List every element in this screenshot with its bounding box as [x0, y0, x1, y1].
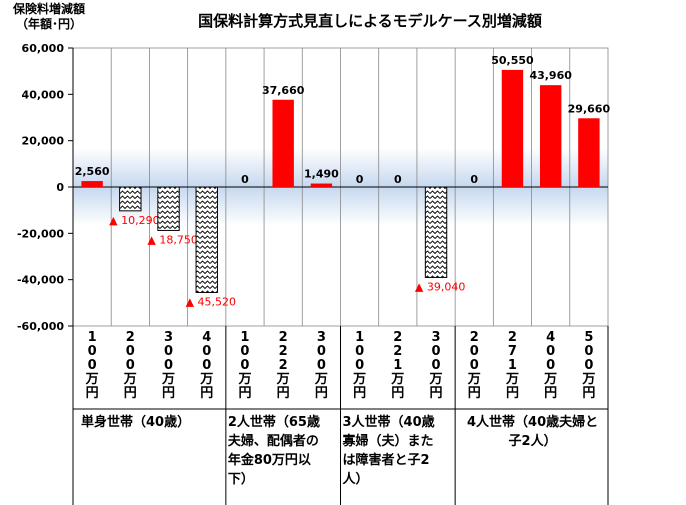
bar: [539, 85, 562, 187]
data-label: 1,490: [304, 168, 339, 181]
data-label: 37,660: [262, 84, 305, 97]
group-label-line: 4人世帯（40歳夫婦と: [466, 415, 599, 430]
data-label: 2,560: [75, 165, 110, 178]
y-tick-label: 40,000: [22, 88, 65, 101]
group-label-line: 人）: [342, 472, 369, 487]
category-label: 2 0 0 万 円: [467, 330, 481, 401]
group-label-line: 下）: [227, 472, 254, 487]
group-label-line: 子2人）: [508, 434, 557, 449]
category-label: 2 2 1 万 円: [391, 330, 405, 401]
y-axis-title-line-1: 保険料増減額: [12, 2, 85, 16]
category-label: 4 0 0 万 円: [544, 330, 558, 401]
data-label: ▲ 39,040: [415, 280, 465, 293]
data-label: 0: [241, 173, 249, 186]
category-label: 1 0 0 万 円: [85, 330, 99, 401]
group-label-line: 寡婦（夫）また: [342, 434, 434, 449]
bar: [81, 181, 103, 187]
category-label: 2 2 2 万 円: [276, 330, 290, 401]
data-label: 43,960: [529, 69, 572, 82]
bar: [501, 69, 524, 187]
bar: [424, 186, 448, 278]
group-label-line: 3人世帯（40歳: [342, 415, 435, 430]
category-label: 4 0 0 万 円: [200, 330, 214, 401]
bar: [272, 99, 294, 187]
y-axis-title-line-2: （年額･円）: [15, 17, 82, 31]
y-axis-title: 保険料増減額 （年額･円）: [4, 2, 94, 32]
bar: [195, 186, 218, 293]
chart-title: 国保料計算方式見直しによるモデルケース別増減額: [198, 12, 542, 30]
data-label: 0: [470, 173, 478, 186]
y-tick-label: -20,000: [17, 227, 64, 240]
group-label: 3人世帯（40歳 寡婦（夫）また は障害者と子2 人）: [343, 413, 456, 489]
bar: [310, 183, 333, 187]
category-label: 1 0 0 万 円: [238, 330, 252, 401]
group-label-line: は障害者と子2: [342, 453, 430, 468]
data-label: 29,660: [568, 102, 611, 115]
data-label: 0: [394, 173, 402, 186]
category-label: 3 0 0 万 円: [429, 330, 443, 401]
category-label: 3 0 0 万 円: [314, 330, 328, 401]
y-tick-label: -60,000: [17, 320, 64, 333]
category-label: 2 7 1 万 円: [505, 330, 519, 401]
data-label: 50,550: [491, 54, 534, 67]
bar: [578, 118, 600, 187]
data-label: 0: [356, 173, 364, 186]
category-label: 3 0 0 万 円: [162, 330, 176, 401]
y-tick-label: 0: [56, 181, 64, 194]
y-tick-label: 60,000: [22, 42, 65, 55]
y-tick-label: 20,000: [22, 135, 65, 148]
y-tick-label: -40,000: [17, 274, 64, 287]
group-label: 4人世帯（40歳夫婦と 子2人）: [457, 413, 608, 451]
data-label: ▲ 45,520: [186, 295, 236, 308]
group-label-line: 年金80万円以: [227, 453, 311, 468]
group-label: 2人世帯（65歳 夫婦、配偶者の 年金80万円以 下）: [228, 413, 341, 489]
bar: [119, 186, 142, 212]
bar: [157, 186, 180, 231]
category-label: 1 0 0 万 円: [353, 330, 367, 401]
group-label-line: 夫婦、配偶者の: [227, 434, 319, 449]
group-label-line: 2人世帯（65歳: [227, 415, 320, 430]
group-label: 単身世帯（40歳）: [81, 413, 232, 432]
group-label-line: 単身世帯（40歳）: [81, 415, 191, 430]
category-label: 5 0 0 万 円: [582, 330, 596, 401]
data-label: ▲ 18,750: [147, 233, 197, 246]
data-label: ▲ 10,290: [109, 214, 159, 227]
category-label: 2 0 0 万 円: [123, 330, 137, 401]
